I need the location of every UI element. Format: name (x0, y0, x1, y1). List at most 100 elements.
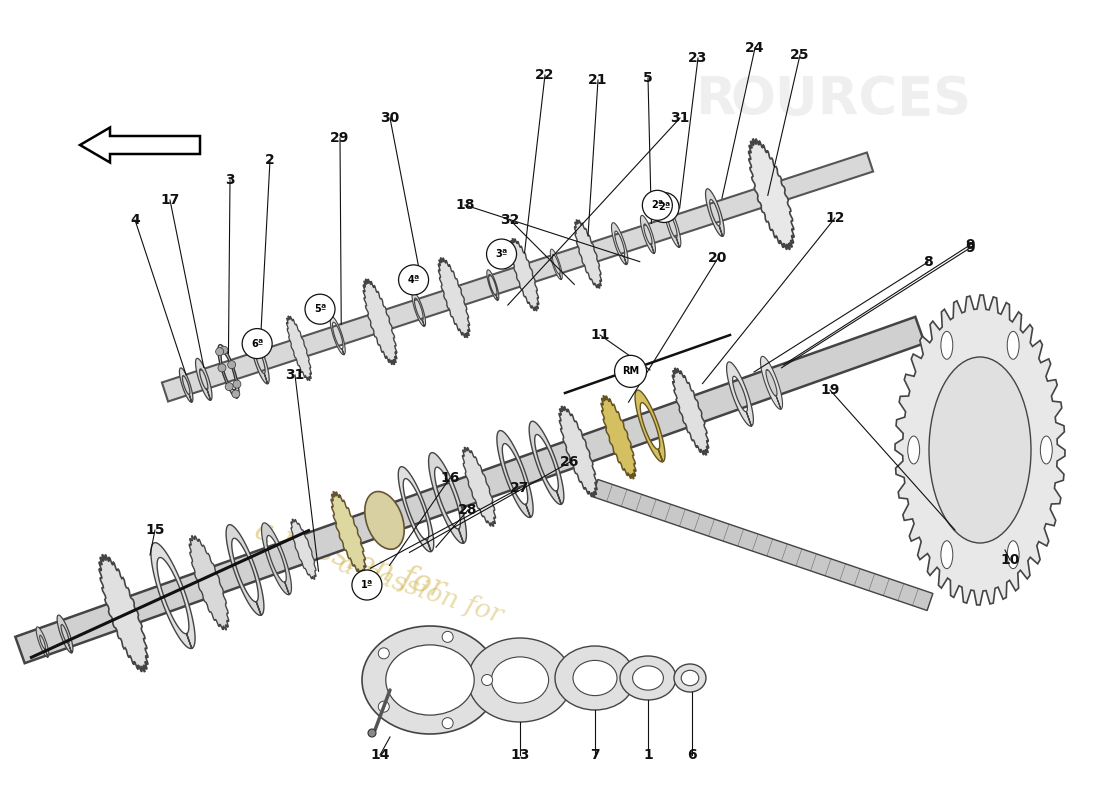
Ellipse shape (362, 626, 498, 734)
Circle shape (615, 355, 647, 387)
Polygon shape (559, 406, 597, 497)
Ellipse shape (674, 664, 706, 692)
Circle shape (220, 346, 228, 354)
Text: 19: 19 (821, 383, 839, 397)
Polygon shape (510, 238, 539, 311)
Text: 7: 7 (591, 748, 600, 762)
Circle shape (232, 390, 240, 398)
Text: 14: 14 (371, 748, 389, 762)
Text: 17: 17 (161, 193, 179, 207)
Text: 31: 31 (285, 368, 305, 382)
Polygon shape (412, 292, 426, 326)
Text: 16: 16 (440, 471, 460, 485)
Ellipse shape (681, 670, 698, 686)
Polygon shape (612, 222, 628, 265)
Circle shape (216, 348, 223, 356)
Polygon shape (292, 519, 316, 579)
Polygon shape (602, 396, 636, 478)
Text: 15: 15 (145, 523, 165, 537)
Polygon shape (487, 270, 498, 300)
Text: 32: 32 (500, 213, 519, 227)
Ellipse shape (556, 646, 635, 710)
Circle shape (442, 718, 453, 729)
Polygon shape (262, 523, 292, 594)
Ellipse shape (930, 357, 1031, 543)
Text: 13: 13 (510, 748, 530, 762)
Ellipse shape (620, 656, 676, 700)
Polygon shape (462, 447, 495, 526)
Ellipse shape (1008, 331, 1019, 359)
Polygon shape (331, 492, 366, 574)
Polygon shape (895, 295, 1065, 605)
Circle shape (398, 265, 429, 295)
Polygon shape (151, 542, 195, 649)
Circle shape (242, 329, 272, 358)
Text: 9: 9 (965, 241, 975, 255)
Ellipse shape (468, 638, 572, 722)
Text: 2ª: 2ª (651, 200, 663, 210)
Text: 22: 22 (536, 68, 554, 82)
Text: 27: 27 (510, 481, 530, 495)
Text: 6: 6 (688, 748, 696, 762)
Polygon shape (398, 466, 433, 552)
Polygon shape (330, 317, 345, 354)
Circle shape (442, 631, 453, 642)
Text: 2ª: 2ª (658, 202, 670, 213)
Polygon shape (635, 390, 666, 462)
Polygon shape (672, 368, 708, 455)
Polygon shape (727, 362, 754, 426)
FancyArrow shape (80, 127, 200, 162)
Text: 1: 1 (644, 748, 653, 762)
Text: 29: 29 (330, 131, 350, 145)
Text: 4: 4 (130, 213, 140, 227)
Text: 18: 18 (455, 198, 475, 212)
Ellipse shape (386, 645, 474, 715)
Polygon shape (179, 368, 192, 402)
Polygon shape (664, 206, 681, 247)
Polygon shape (363, 279, 397, 365)
Text: 20: 20 (708, 251, 728, 265)
Polygon shape (227, 525, 264, 615)
Circle shape (228, 361, 235, 369)
Circle shape (226, 382, 233, 390)
Polygon shape (574, 220, 602, 288)
Text: OURCES: OURCES (730, 74, 971, 126)
Circle shape (378, 648, 389, 659)
Ellipse shape (1008, 541, 1019, 569)
Text: 1ª: 1ª (361, 580, 373, 590)
Text: 2: 2 (265, 153, 275, 167)
Ellipse shape (573, 661, 617, 695)
Text: R: R (695, 74, 736, 126)
Circle shape (486, 239, 517, 269)
Text: 3: 3 (226, 173, 234, 187)
Text: 5ª: 5ª (314, 304, 326, 314)
Ellipse shape (632, 666, 663, 690)
Text: 25: 25 (790, 48, 810, 62)
Polygon shape (760, 356, 782, 410)
Text: RM: RM (621, 366, 639, 376)
Circle shape (233, 380, 241, 388)
Polygon shape (529, 422, 564, 504)
Polygon shape (749, 139, 794, 250)
Ellipse shape (908, 436, 920, 464)
Polygon shape (36, 627, 48, 657)
Text: 21: 21 (588, 73, 607, 87)
Text: a passion for: a passion for (251, 514, 449, 606)
Circle shape (368, 729, 376, 737)
Ellipse shape (365, 491, 404, 550)
Text: 10: 10 (1000, 553, 1020, 567)
Polygon shape (640, 215, 656, 254)
Circle shape (482, 674, 493, 686)
Text: a passion for: a passion for (334, 551, 506, 629)
Text: 28: 28 (459, 503, 477, 517)
Polygon shape (439, 258, 470, 338)
Text: 5: 5 (644, 71, 653, 85)
Ellipse shape (940, 331, 953, 359)
Polygon shape (251, 338, 270, 384)
Polygon shape (287, 316, 311, 381)
Polygon shape (15, 317, 925, 663)
Polygon shape (429, 453, 466, 543)
Polygon shape (196, 358, 212, 400)
Circle shape (378, 701, 389, 712)
Circle shape (305, 294, 336, 324)
